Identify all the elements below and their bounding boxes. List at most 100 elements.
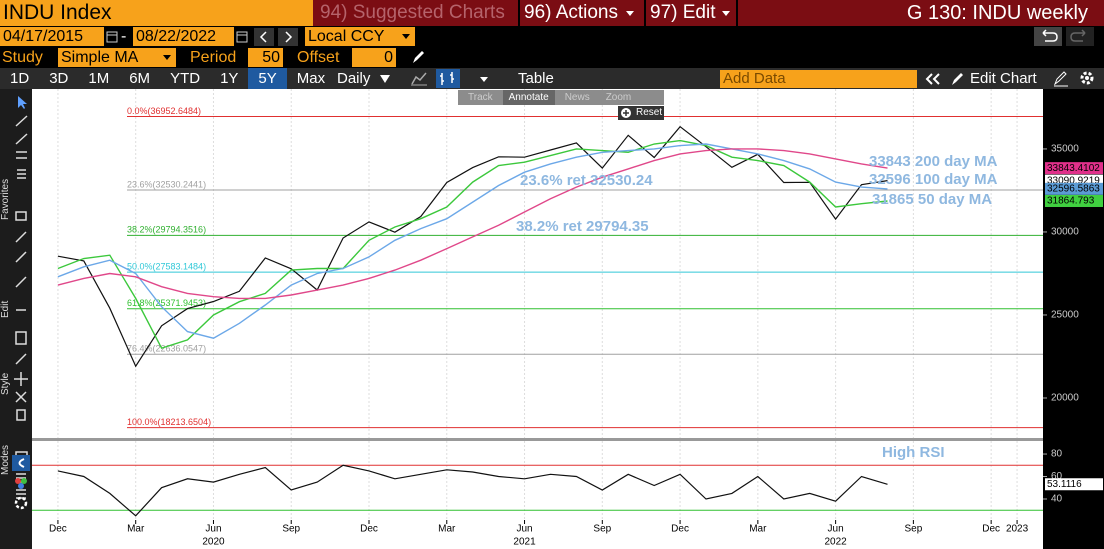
annotation: 31865 50 day MA xyxy=(872,191,992,208)
y-tick-label: 30000 xyxy=(1051,227,1079,238)
side-label: Favorites xyxy=(0,178,11,220)
fib-label: 61.8%(25371.9453) xyxy=(127,298,206,308)
table-button[interactable]: Table xyxy=(518,70,554,87)
x-tick-label: Dec xyxy=(671,524,689,535)
collapse-icon[interactable] xyxy=(922,70,944,88)
side-label: Modes xyxy=(0,444,11,475)
offset-field[interactable]: 0 xyxy=(352,48,396,67)
fib-label: 50.0%(27583.1484) xyxy=(127,261,206,271)
chart: Dec Mar Jun Sep Dec Mar Jun Sep Dec Mar Jun Sep Dec 2… xyxy=(32,89,1104,549)
range-button[interactable]: 1Y xyxy=(220,70,239,87)
x-tick-label: Jun xyxy=(205,524,221,535)
pencil-icon xyxy=(952,73,963,85)
chart-id: G 130: INDU weekly xyxy=(906,2,1088,24)
series-line xyxy=(57,125,888,368)
sidebar-tools[interactable] xyxy=(12,92,32,512)
date-axis xyxy=(32,520,1043,549)
mode-icons[interactable] xyxy=(10,455,32,515)
header-bar xyxy=(313,0,1104,26)
suggested-charts[interactable]: 94) Suggested Charts xyxy=(320,2,505,23)
price-tag-label: 33090.9219 xyxy=(1047,175,1100,186)
sidebar xyxy=(0,89,32,549)
edit-menu[interactable]: 97) Edit xyxy=(650,2,716,23)
overlay-item[interactable]: Annotate xyxy=(502,90,555,105)
side-label: Edit xyxy=(0,300,11,318)
fib-label: 100.0%(18213.6504) xyxy=(127,417,211,427)
range-button[interactable]: Max xyxy=(296,70,326,87)
price-tag xyxy=(1045,194,1103,207)
series-line xyxy=(57,464,888,517)
price-tag-label: 31864.793 xyxy=(1047,196,1095,207)
x-tick-label: Sep xyxy=(904,524,922,535)
start-date[interactable]: 04/17/2015 xyxy=(0,27,104,46)
y-tick-label: 25000 xyxy=(1051,310,1079,321)
series-line xyxy=(57,148,888,300)
side-label: Style xyxy=(0,372,11,395)
study-label: Study xyxy=(2,49,43,66)
price-tag xyxy=(1045,478,1103,491)
date-dash: - xyxy=(121,28,127,45)
range-button[interactable]: 6M xyxy=(129,70,151,87)
x-tick-label: Dec xyxy=(360,524,378,535)
x-tick-label: Dec xyxy=(49,524,67,535)
range-button[interactable]: 1M xyxy=(88,70,110,87)
overlay-item[interactable]: Zoom xyxy=(605,92,632,103)
fib-label: 76.4%(22636.0547) xyxy=(127,344,206,354)
fib-label: 38.2%(29794.3516) xyxy=(127,225,206,235)
x-tick-label: Dec xyxy=(982,524,1000,535)
undo-redo[interactable] xyxy=(1034,27,1100,46)
calendar-icon[interactable] xyxy=(236,30,248,43)
frequency[interactable]: Daily xyxy=(337,70,371,87)
x-tick-label: Mar xyxy=(127,524,145,535)
overlay-items: Track Annotate News Zoom xyxy=(462,90,637,105)
annotation: High RSI xyxy=(882,444,945,461)
calendar-icon[interactable] xyxy=(106,30,118,43)
study-select[interactable]: Simple MA xyxy=(58,48,176,67)
year-label: 2021 xyxy=(513,537,536,548)
range-button[interactable]: 5Y xyxy=(248,68,287,89)
price-tag-label: 53.1116 xyxy=(1047,479,1082,490)
separator xyxy=(736,0,738,26)
x-tick-label: Jun xyxy=(516,524,532,535)
y-tick-label: 80 xyxy=(1051,449,1063,460)
price-tag-label: 32596.5863 xyxy=(1047,183,1100,194)
add-data[interactable]: Add Data xyxy=(720,70,917,88)
reset-icon xyxy=(621,108,631,118)
dropdown-arrow xyxy=(380,75,390,83)
price-panel xyxy=(32,89,1043,438)
actions-menu[interactable]: 96) Actions xyxy=(524,2,618,23)
end-date[interactable]: 08/22/2022 xyxy=(133,27,234,46)
offset-label: Offset xyxy=(297,49,340,66)
dropdown-arrow xyxy=(626,11,634,16)
fib-label: 23.6%(32530.2441) xyxy=(127,179,206,189)
ticker[interactable]: INDU Index xyxy=(0,0,313,26)
overlay-item[interactable]: News xyxy=(564,92,590,103)
currency[interactable]: Local CCY xyxy=(305,27,415,46)
nav-buttons[interactable] xyxy=(254,28,300,46)
y-tick-label: 60 xyxy=(1051,471,1063,482)
fib-label: 0.0%(36952.6484) xyxy=(127,106,201,116)
x-tick-label: Sep xyxy=(282,524,300,535)
dropdown-arrow xyxy=(722,11,730,16)
period-field[interactable]: 50 xyxy=(248,48,283,67)
overlay-item[interactable]: Track xyxy=(468,92,493,103)
chart-settings-icons[interactable] xyxy=(1052,69,1102,88)
dropdown-arrow xyxy=(402,34,410,39)
x-tick-label: Mar xyxy=(438,524,456,535)
range-button[interactable]: YTD xyxy=(170,70,201,87)
price-tag xyxy=(1045,182,1103,195)
x-tick-label: Mar xyxy=(749,524,767,535)
pencil-icon[interactable] xyxy=(410,49,426,66)
annotation: 23.6% ret 32530.24 xyxy=(520,172,653,189)
separator xyxy=(644,0,646,26)
separator xyxy=(518,0,520,26)
edit-chart[interactable]: Edit Chart xyxy=(970,70,1037,87)
annotation: 38.2% ret 29794.35 xyxy=(516,218,649,235)
y-tick-label: 20000 xyxy=(1051,393,1079,404)
chart-type-icons[interactable] xyxy=(408,68,498,89)
annotation: 32596 100 day MA xyxy=(869,171,998,188)
range-button[interactable]: 1D xyxy=(10,70,30,87)
y-tick-label: 35000 xyxy=(1051,144,1079,155)
range-button[interactable]: 3D xyxy=(49,70,69,87)
